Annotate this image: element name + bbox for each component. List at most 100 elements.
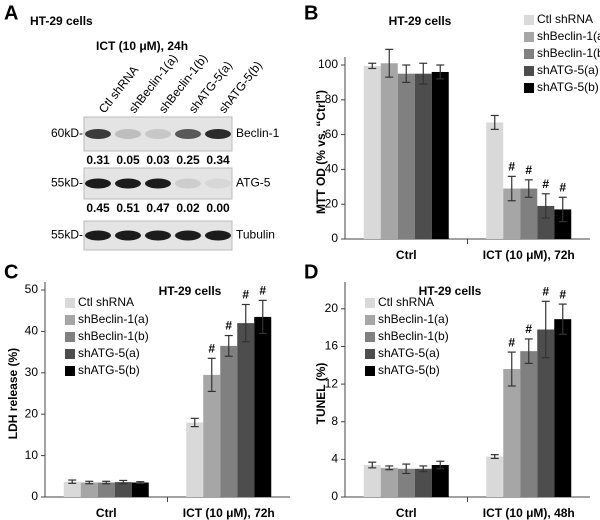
band-quant: 0.51 <box>116 201 140 215</box>
legend-swatch <box>365 315 375 325</box>
bar <box>363 65 381 240</box>
legend-label: shBeclin-1(b) <box>78 329 149 343</box>
legend-label: shBeclin-1(a) <box>378 312 449 326</box>
blot-band <box>205 178 231 189</box>
bar <box>363 465 381 497</box>
y-tick-label: 0 <box>331 231 338 245</box>
band-quant: 0.45 <box>86 201 110 215</box>
protein-label: Tubulin <box>236 228 275 242</box>
legend-swatch <box>65 298 75 308</box>
bar <box>503 369 521 497</box>
legend-label: shBeclin-1(a) <box>537 29 600 43</box>
blot-band <box>85 178 111 189</box>
y-tick-label: 40 <box>325 162 339 176</box>
legend-swatch <box>524 83 534 93</box>
bar <box>380 467 398 497</box>
legend-swatch <box>524 49 534 59</box>
error-bar <box>507 175 516 202</box>
y-axis-label: LDH release (%) <box>6 348 20 439</box>
error-bar <box>368 461 377 469</box>
significance-mark: # <box>508 160 515 174</box>
x-tick-label: Ctrl <box>396 248 417 262</box>
legend-swatch <box>524 66 534 76</box>
y-tick-label: 4 <box>331 452 338 466</box>
error-bar <box>119 479 128 485</box>
legend-label: shATG-5(a) <box>378 346 440 360</box>
chart-title: HT-29 cells <box>159 284 222 298</box>
significance-mark: # <box>225 319 232 333</box>
y-axis-label: MTT OD (% vs. “Ctrl”) <box>314 90 328 214</box>
chart-title: HT-29 cells <box>389 14 452 28</box>
blot-band <box>205 230 231 241</box>
y-tick-label: 8 <box>331 414 338 428</box>
size-marker: 55kD- <box>51 176 83 190</box>
blot-band <box>145 129 171 139</box>
legend-swatch <box>65 332 75 342</box>
bar <box>503 188 521 239</box>
significance-mark: # <box>242 288 249 302</box>
y-tick-label: 0 <box>31 489 38 503</box>
blot-band <box>145 230 171 241</box>
y-tick-label: 10 <box>25 448 39 462</box>
significance-mark: # <box>559 180 566 194</box>
legend-label: Ctl shRNA <box>378 295 434 309</box>
error-bar <box>207 357 216 393</box>
band-quant: 0.00 <box>206 201 230 215</box>
y-tick-label: 30 <box>25 365 39 379</box>
legend-label: shATG-5(b) <box>78 363 140 377</box>
y-tick-label: 20 <box>25 406 39 420</box>
significance-mark: # <box>508 335 515 349</box>
bar <box>97 482 115 497</box>
band-quant: 0.34 <box>206 153 230 167</box>
error-bar <box>436 460 445 470</box>
bar <box>414 73 432 239</box>
bar <box>237 323 255 497</box>
legend-label: shBeclin-1(b) <box>537 46 600 60</box>
bar <box>537 329 555 497</box>
y-tick-label: 12 <box>325 376 339 390</box>
error-bar <box>385 465 394 471</box>
protein-label: ATG-5 <box>236 176 271 190</box>
significance-mark: # <box>525 163 532 177</box>
significance-mark: # <box>542 177 549 191</box>
legend-swatch <box>365 298 375 308</box>
legend-swatch <box>65 315 75 325</box>
legend-label: shATG-5(b) <box>537 80 599 94</box>
error-bar <box>419 465 428 473</box>
band-quant: 0.31 <box>86 153 110 167</box>
error-bar <box>241 303 250 343</box>
blot-band <box>175 178 201 189</box>
error-bar <box>224 334 233 357</box>
legend-swatch <box>65 349 75 359</box>
legend-swatch <box>365 366 375 376</box>
chart-title: HT-29 cells <box>419 284 482 298</box>
blot-band <box>205 129 231 139</box>
bar <box>80 482 98 497</box>
y-tick-label: 20 <box>325 301 339 315</box>
error-bar <box>490 454 499 460</box>
blot-subtitle: ICT (10 μM), 24h <box>96 39 188 53</box>
significance-mark: # <box>525 322 532 336</box>
significance-mark: # <box>259 284 266 298</box>
error-bar <box>558 196 567 223</box>
band-quant: 0.02 <box>176 201 200 215</box>
error-bar <box>136 481 145 484</box>
bar <box>486 456 504 497</box>
y-axis-label: TUNEL (%) <box>314 363 328 425</box>
x-tick-label: ICT (10 μM), 48h <box>483 506 575 520</box>
error-bar <box>490 114 499 130</box>
bar <box>220 345 238 497</box>
legend-swatch <box>365 349 375 359</box>
bar <box>203 374 221 497</box>
legend-label: Ctl shRNA <box>78 295 134 309</box>
blot-band <box>85 129 111 139</box>
blot-band <box>145 178 171 189</box>
y-tick-label: 0 <box>331 489 338 503</box>
bar <box>414 468 432 497</box>
band-quant: 0.25 <box>176 153 200 167</box>
legend-swatch <box>365 332 375 342</box>
panel-letter: A <box>4 2 18 24</box>
panel-letter: D <box>304 261 318 283</box>
